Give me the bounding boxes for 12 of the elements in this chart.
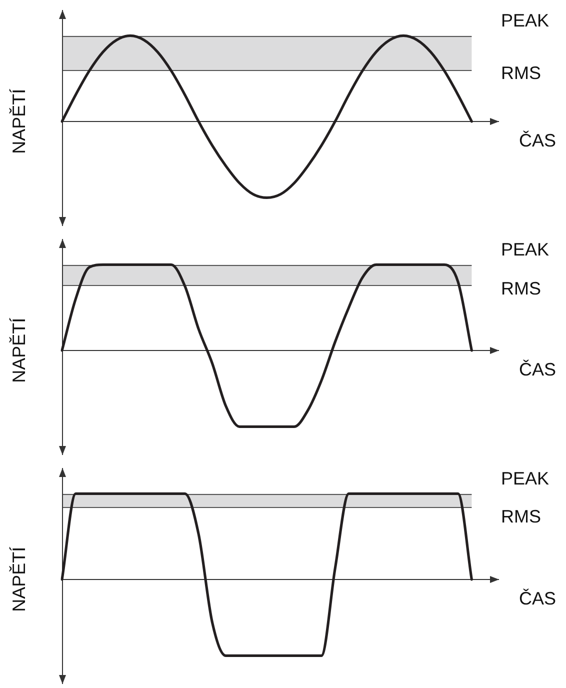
x-axis-title: ČAS (519, 130, 556, 150)
ref-line-label: RMS (501, 278, 541, 298)
y-axis-title: NAPĚTÍ (8, 88, 29, 154)
y-axis-title: NAPĚTÍ (8, 546, 29, 612)
ref-line-label: RMS (501, 62, 541, 83)
ref-line-label: RMS (501, 506, 541, 527)
ref-line-label: PEAK (501, 10, 550, 31)
x-axis-title: ČAS (519, 359, 556, 380)
ref-line-label: PEAK (501, 240, 550, 260)
ref-line-label: PEAK (501, 468, 550, 489)
y-axis-title: NAPĚTÍ (8, 318, 29, 383)
x-axis-title: ČAS (519, 588, 556, 608)
